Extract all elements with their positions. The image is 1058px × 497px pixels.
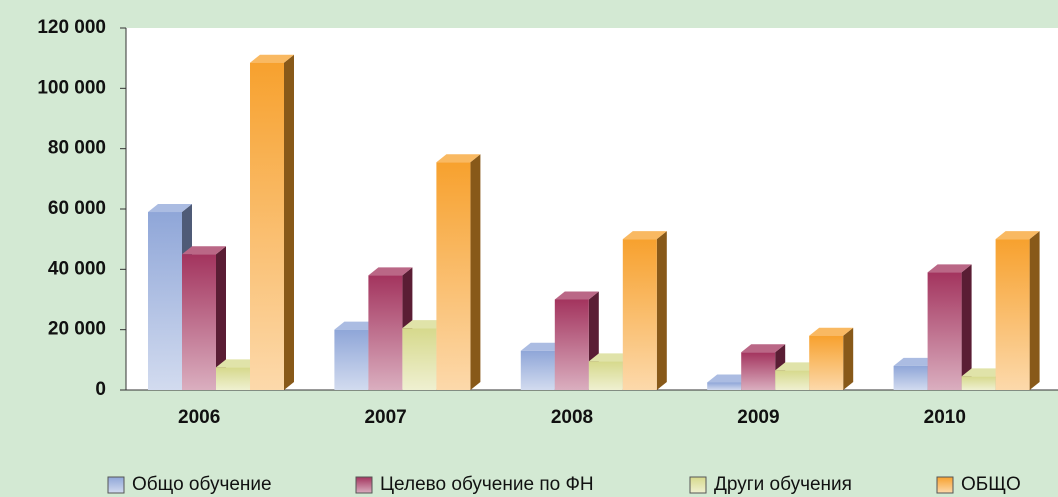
x-tick-label: 2009 bbox=[737, 407, 779, 428]
bar-side bbox=[1029, 231, 1040, 390]
x-tick-label: 2007 bbox=[364, 407, 406, 428]
bar bbox=[775, 370, 810, 390]
bar bbox=[961, 376, 996, 390]
bar bbox=[520, 350, 555, 390]
bar-top bbox=[893, 357, 938, 366]
y-tick-label: 120 000 bbox=[37, 17, 106, 38]
y-tick-label: 20 000 bbox=[48, 319, 106, 340]
y-tick-label: 60 000 bbox=[48, 198, 106, 219]
bar-top bbox=[622, 231, 667, 240]
bar bbox=[707, 382, 742, 390]
bar-side bbox=[656, 231, 667, 390]
bar bbox=[148, 212, 182, 390]
legend-swatch bbox=[689, 476, 707, 494]
y-tick-label: 100 000 bbox=[37, 77, 106, 98]
bar bbox=[216, 367, 250, 390]
bar-side bbox=[961, 264, 972, 390]
legend-swatch bbox=[107, 476, 125, 494]
bar bbox=[927, 272, 962, 390]
bar bbox=[809, 335, 844, 390]
legend-swatch bbox=[355, 476, 373, 494]
bar-side bbox=[843, 327, 854, 390]
bar-side bbox=[284, 54, 294, 391]
bar bbox=[182, 254, 216, 390]
bar-top bbox=[182, 246, 226, 255]
bar bbox=[334, 329, 369, 390]
bar-top bbox=[809, 327, 854, 336]
bar bbox=[995, 239, 1030, 390]
bar-top bbox=[520, 342, 565, 351]
bar-top bbox=[995, 231, 1040, 240]
bar-top bbox=[554, 291, 599, 300]
bar-top bbox=[216, 359, 260, 368]
bar-top bbox=[148, 204, 192, 213]
bar-top bbox=[775, 362, 820, 371]
bar bbox=[741, 352, 776, 390]
bar bbox=[554, 299, 589, 390]
bar-top bbox=[961, 368, 1006, 377]
bar-top bbox=[588, 353, 633, 362]
bar bbox=[588, 361, 623, 390]
x-tick-label: 2010 bbox=[924, 407, 966, 428]
bar-top bbox=[436, 154, 481, 163]
bar bbox=[250, 62, 284, 391]
bar bbox=[622, 239, 657, 390]
legend-label: Общо обучение bbox=[132, 474, 272, 495]
bar-side bbox=[216, 246, 226, 390]
bar-top bbox=[368, 267, 413, 276]
legend-label: Целево обучение по ФН bbox=[380, 474, 594, 495]
bar-top bbox=[402, 320, 447, 329]
legend-label: ОБЩО bbox=[961, 474, 1021, 495]
legend-swatch bbox=[936, 476, 954, 494]
bar bbox=[402, 328, 437, 390]
bar-top bbox=[707, 374, 752, 383]
x-tick-label: 2008 bbox=[551, 407, 593, 428]
bar-side bbox=[470, 154, 481, 390]
legend-label: Други обучения bbox=[714, 474, 852, 495]
bar-top bbox=[250, 54, 294, 63]
bar bbox=[893, 365, 928, 390]
bar-top bbox=[927, 264, 972, 273]
bar-top bbox=[334, 321, 379, 330]
y-tick-label: 0 bbox=[95, 379, 106, 400]
y-tick-label: 80 000 bbox=[48, 138, 106, 159]
bar-top bbox=[741, 344, 786, 353]
bar bbox=[368, 275, 403, 390]
bar bbox=[436, 162, 471, 390]
y-tick-label: 40 000 bbox=[48, 258, 106, 279]
x-tick-label: 2006 bbox=[178, 407, 220, 428]
